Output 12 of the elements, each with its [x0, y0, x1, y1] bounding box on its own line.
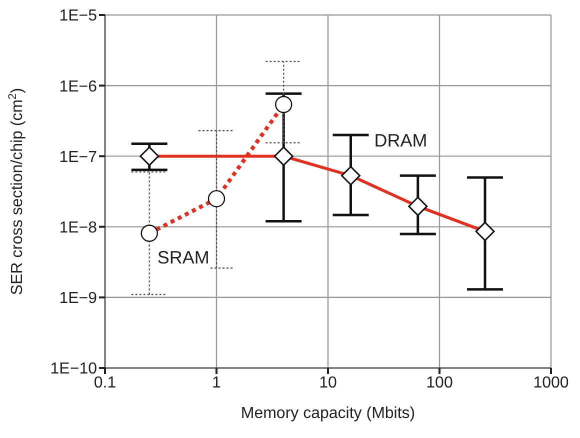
y-tick-label: 1E−8: [59, 219, 98, 236]
y-tick-label: 1E−6: [59, 78, 98, 96]
series-label: DRAM: [374, 130, 428, 151]
x-tick-label: 1000: [533, 374, 569, 392]
y-tick-label: 1E−9: [59, 290, 98, 308]
x-axis-title: Memory capacity (Mbits): [240, 405, 416, 422]
y-tick-label: 1E−7: [59, 148, 98, 166]
y-tick-label: 1E−5: [59, 8, 98, 25]
x-tick-label: 1: [212, 374, 222, 392]
x-tick-label: 100: [426, 374, 453, 392]
series-label: SRAM: [157, 247, 210, 268]
x-tick-label: 10: [319, 374, 337, 392]
